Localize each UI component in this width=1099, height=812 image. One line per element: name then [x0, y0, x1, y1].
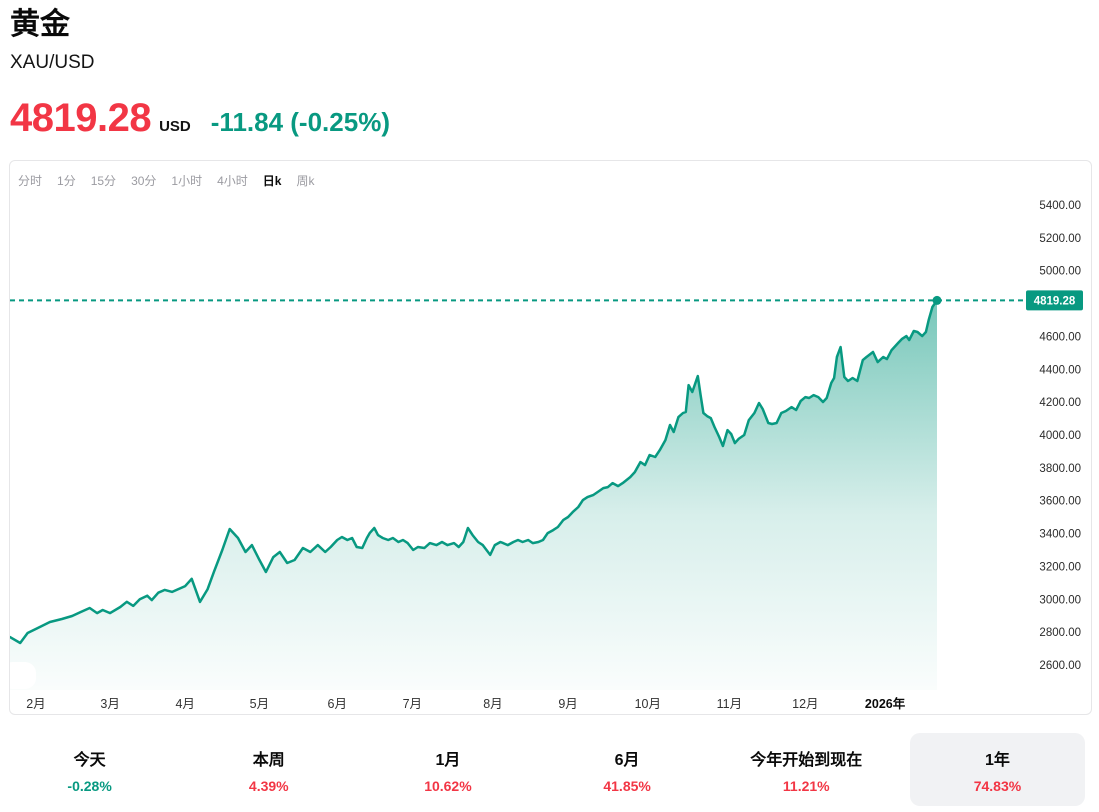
timeframe-tab-7[interactable]: 日k	[262, 174, 282, 188]
y-axis-tick-3400: 3400.00	[1039, 529, 1081, 541]
x-axis-tick-3: 4月	[175, 697, 194, 711]
period-stat-6[interactable]: 1年 74.83%	[909, 733, 1086, 806]
period-stat-2[interactable]: 本周 4.39%	[181, 731, 356, 808]
period-stat-value: 74.83%	[973, 777, 1022, 794]
timeframe-tab-3[interactable]: 15分	[90, 174, 117, 188]
period-stat-value: -0.28%	[67, 777, 112, 794]
price-currency: USD	[159, 118, 191, 135]
period-stat-value: 11.21%	[782, 777, 830, 794]
y-axis-tick-4400: 4400.00	[1039, 364, 1081, 376]
y-axis-tick-5200: 5200.00	[1039, 233, 1081, 245]
x-axis-tick-6: 7月	[403, 697, 422, 711]
period-stat-label: 今天	[73, 751, 106, 769]
price-change: -11.84 (-0.25%)	[210, 107, 390, 137]
y-axis-tick-3000: 3000.00	[1039, 594, 1081, 606]
last-price-badge	[1026, 290, 1083, 311]
x-axis-tick-9: 10月	[635, 697, 661, 711]
x-axis-tick-10: 11月	[717, 697, 742, 711]
period-stat-label: 今年开始到现在	[750, 751, 863, 769]
period-stat-1[interactable]: 今天 -0.28%	[2, 731, 177, 808]
price-chart[interactable]: 4819.28 5400.00 5200.00 5000.00 4600.00 4400.…	[10, 161, 1091, 714]
instrument-header: 黄金 XAU/USD	[10, 8, 94, 74]
instrument-symbol: XAU/USD	[10, 51, 95, 73]
chart-panel: 分时 1分 15分 30分 1小时 4小时 日k 周k 4819.28 5400.00 5200.…	[9, 160, 1092, 715]
x-axis-tick-5: 6月	[328, 697, 347, 711]
last-price-dot	[932, 295, 942, 305]
last-price-badge-text: 4819.28	[1034, 295, 1076, 307]
period-stat-5[interactable]: 今年开始到现在 11.21%	[719, 731, 894, 808]
y-axis-tick-3800: 3800.00	[1039, 463, 1081, 475]
period-stat-label: 本周	[252, 751, 285, 769]
y-axis-tick-3200: 3200.00	[1039, 561, 1081, 573]
watermark-blob	[10, 662, 36, 689]
timeframe-tab-6[interactable]: 4小时	[217, 174, 248, 188]
period-stat-value: 41.85%	[603, 777, 651, 794]
y-axis-tick-4600: 4600.00	[1039, 331, 1081, 343]
y-axis-tick-5400: 5400.00	[1039, 200, 1081, 212]
x-axis-tick-12: 2026年	[865, 696, 906, 711]
x-axis-tick-11: 12月	[792, 697, 818, 711]
x-axis-tick-2: 3月	[100, 697, 119, 711]
y-axis-tick-5000: 5000.00	[1039, 266, 1081, 278]
y-axis-tick-4200: 4200.00	[1039, 397, 1081, 409]
x-axis-tick-8: 9月	[558, 697, 577, 711]
area-fill	[10, 300, 937, 690]
x-axis-tick-1: 2月	[26, 697, 45, 711]
y-axis-tick-2800: 2800.00	[1039, 627, 1081, 639]
period-stat-value: 4.39%	[248, 777, 289, 794]
price-row: 4819.28 USD -11.84 (-0.25%)	[10, 96, 390, 141]
instrument-title: 黄金	[10, 8, 70, 41]
period-stat-label: 6月	[614, 751, 640, 769]
x-axis-tick-4: 5月	[250, 697, 269, 711]
y-axis-tick-4000: 4000.00	[1039, 430, 1081, 442]
period-stat-label: 1月	[435, 751, 461, 769]
price-line	[10, 299, 939, 645]
timeframe-tab-1[interactable]: 分时	[18, 174, 43, 188]
period-stat-3[interactable]: 1月 10.62%	[360, 731, 535, 808]
period-stat-4[interactable]: 6月 41.85%	[540, 731, 715, 808]
period-stat-value: 10.62%	[424, 777, 472, 794]
last-price: 4819.28	[10, 96, 152, 140]
x-axis-tick-7: 8月	[483, 697, 502, 711]
timeframe-tab-8[interactable]: 周k	[296, 174, 315, 188]
period-stat-label: 1年	[984, 751, 1010, 769]
timeframe-tab-2[interactable]: 1分	[57, 174, 76, 188]
timeframe-tab-5[interactable]: 1小时	[171, 174, 203, 188]
y-axis-tick-3600: 3600.00	[1039, 496, 1081, 508]
y-axis-tick-2600: 2600.00	[1039, 660, 1081, 672]
performance-stats-row: 今天 -0.28% 本周 4.39% 1月 10.62% 6月 41.85% 今年开始到现在 11…	[0, 727, 1099, 812]
timeframe-tabs: 分时 1分 15分 30分 1小时 4小时 日k 周k	[18, 172, 315, 189]
timeframe-tab-4[interactable]: 30分	[131, 174, 157, 188]
